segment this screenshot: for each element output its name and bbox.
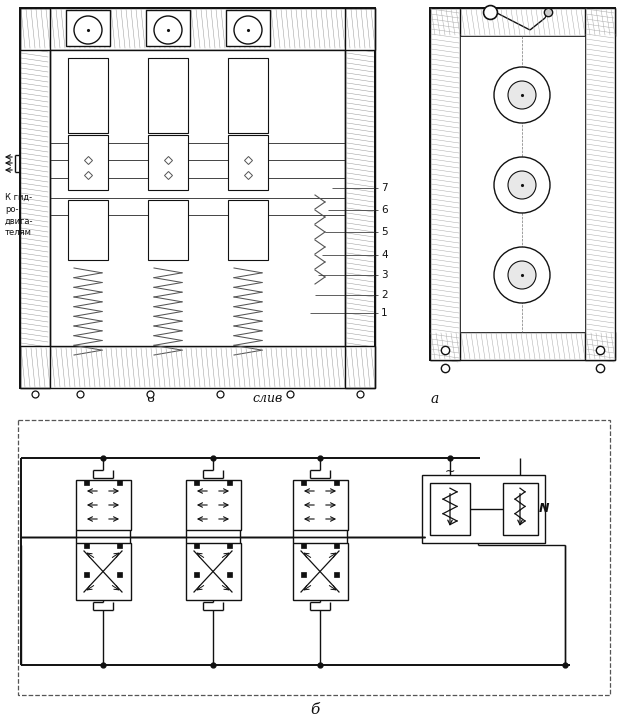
Bar <box>334 572 339 577</box>
Circle shape <box>508 81 536 109</box>
Bar <box>66 10 110 46</box>
Text: 2: 2 <box>381 290 387 300</box>
Bar <box>186 543 241 600</box>
Bar <box>301 480 306 485</box>
Circle shape <box>154 16 182 44</box>
Bar <box>585 8 615 360</box>
Text: 1: 1 <box>381 308 387 318</box>
Bar <box>76 480 131 530</box>
Bar <box>334 543 339 548</box>
Bar <box>117 572 122 577</box>
Text: 9: 9 <box>486 4 494 17</box>
Bar <box>293 480 348 530</box>
Text: слив: слив <box>253 393 283 406</box>
Bar <box>18 420 610 695</box>
Text: К гид-
ро-
двига-
телям: К гид- ро- двига- телям <box>5 193 33 238</box>
Bar <box>430 332 615 360</box>
Text: 6: 6 <box>381 205 387 215</box>
Circle shape <box>494 157 550 213</box>
Bar <box>430 8 460 360</box>
Circle shape <box>74 16 102 44</box>
Bar <box>430 8 615 360</box>
Bar <box>227 480 232 485</box>
Bar <box>430 8 615 36</box>
Bar <box>146 10 190 46</box>
Bar <box>20 8 50 388</box>
Bar <box>228 58 268 133</box>
Bar <box>460 36 585 332</box>
Bar <box>148 58 188 133</box>
Bar <box>293 543 348 600</box>
Bar <box>50 50 345 346</box>
Bar <box>148 135 188 190</box>
Bar <box>194 543 199 548</box>
Bar <box>20 8 375 50</box>
Bar <box>301 572 306 577</box>
Text: 7: 7 <box>381 183 387 193</box>
Bar <box>228 135 268 190</box>
Bar <box>345 8 375 388</box>
Bar <box>430 483 470 535</box>
Bar <box>117 480 122 485</box>
Text: 3: 3 <box>381 270 387 280</box>
Bar <box>84 543 89 548</box>
Bar <box>68 58 108 133</box>
Text: а: а <box>431 392 439 406</box>
Bar <box>422 475 545 543</box>
Bar <box>20 346 375 388</box>
Bar <box>194 572 199 577</box>
Text: 4: 4 <box>381 250 387 260</box>
Circle shape <box>494 67 550 123</box>
Text: N: N <box>539 503 549 516</box>
Bar <box>117 543 122 548</box>
Bar <box>148 200 188 260</box>
Circle shape <box>234 16 262 44</box>
Bar <box>227 572 232 577</box>
Text: ∼: ∼ <box>445 465 455 477</box>
Bar <box>334 480 339 485</box>
Text: б: б <box>311 703 319 717</box>
Bar <box>68 135 108 190</box>
Text: 5: 5 <box>381 227 387 237</box>
Circle shape <box>508 171 536 199</box>
Bar <box>194 480 199 485</box>
Text: 8: 8 <box>146 393 154 406</box>
Bar <box>503 483 538 535</box>
Bar <box>84 480 89 485</box>
Bar <box>227 543 232 548</box>
Bar <box>301 543 306 548</box>
Bar <box>76 543 131 600</box>
Bar <box>20 8 375 388</box>
Bar <box>68 200 108 260</box>
Bar <box>84 572 89 577</box>
Bar <box>226 10 270 46</box>
Circle shape <box>508 261 536 289</box>
Bar <box>228 200 268 260</box>
Circle shape <box>494 247 550 303</box>
Bar <box>186 480 241 530</box>
